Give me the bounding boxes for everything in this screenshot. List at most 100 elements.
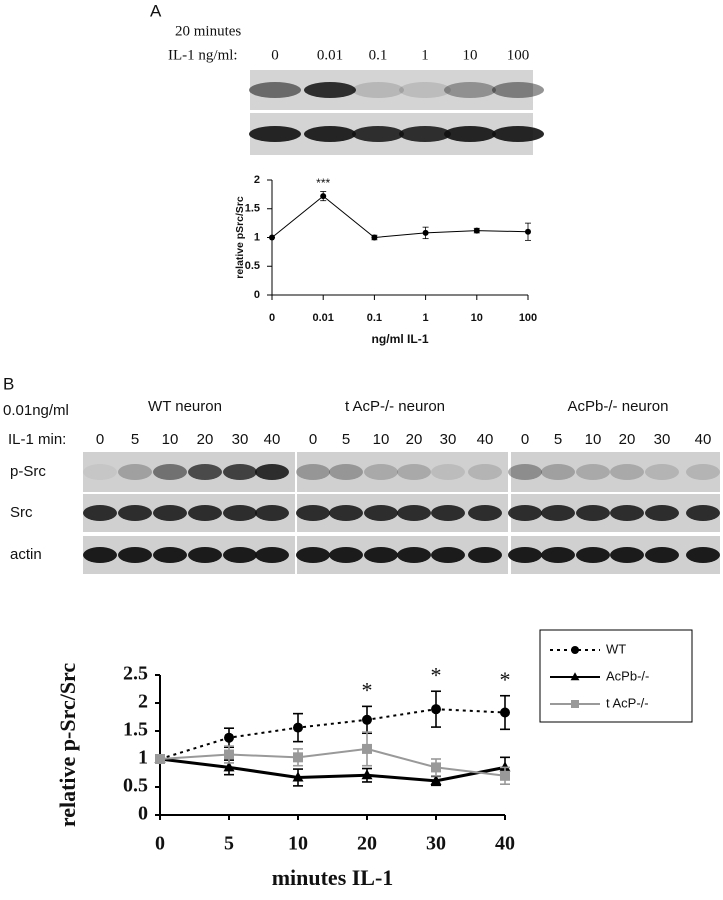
time: 5 [342, 431, 350, 448]
marker [320, 193, 327, 200]
blot-band [296, 464, 330, 480]
blot-band [188, 505, 222, 521]
y-axis-label: relative p-Src/Src [55, 663, 80, 828]
marker [571, 700, 579, 708]
y-tick-label: 2 [138, 691, 148, 713]
marker [500, 707, 510, 718]
blot-band [468, 505, 502, 521]
time: 20 [197, 431, 214, 448]
marker [269, 234, 275, 241]
annotation: * [362, 677, 373, 702]
blot-band [645, 547, 679, 563]
blot-band [541, 464, 575, 480]
blot-band [329, 464, 363, 480]
time: 5 [131, 431, 139, 448]
marker [422, 229, 429, 236]
blot-band [352, 126, 404, 142]
time: 10 [162, 431, 179, 448]
blot-band [645, 505, 679, 521]
group-label: t AcP-/- neuron [345, 398, 445, 415]
marker [571, 646, 579, 654]
marker [362, 714, 372, 725]
blot-band [397, 547, 431, 563]
blot-band [223, 547, 257, 563]
blot-band [686, 505, 720, 521]
x-tick-label: 30 [426, 833, 446, 855]
time: 30 [232, 431, 249, 448]
time: 20 [406, 431, 423, 448]
x-tick-label: 0.01 [312, 312, 333, 324]
marker [430, 774, 442, 785]
blot-band [444, 126, 496, 142]
legend-label: WT [606, 641, 626, 656]
blot-band [153, 505, 187, 521]
marker [431, 704, 441, 715]
blot-band [304, 82, 356, 98]
marker [293, 722, 303, 733]
blot-strip [297, 452, 508, 492]
marker [292, 771, 304, 782]
blot-band [223, 464, 257, 480]
blot-band [118, 505, 152, 521]
row-label: Src [10, 504, 33, 521]
blot-band [249, 126, 301, 142]
dose: 10 [463, 47, 478, 63]
series-line [159, 708, 506, 760]
x-tick-label: 5 [224, 833, 234, 855]
x-tick-label: 0 [155, 833, 165, 855]
marker [223, 761, 235, 772]
y-tick-label: 0.5 [123, 775, 148, 797]
blot-band [329, 505, 363, 521]
dose: 0.01 [317, 47, 343, 63]
marker [499, 761, 511, 772]
blot-band [686, 547, 720, 563]
marker [293, 752, 303, 763]
blot-band [399, 82, 451, 98]
blot-band [541, 505, 575, 521]
blot-band [83, 464, 117, 480]
blot-band [153, 464, 187, 480]
time: 5 [554, 431, 562, 448]
blot-band [431, 464, 465, 480]
blot-band [118, 547, 152, 563]
blot-band [576, 505, 610, 521]
blot-band [492, 82, 544, 98]
row-label: actin [10, 546, 42, 563]
y-tick-label: 0.5 [245, 260, 260, 272]
blot-band [296, 547, 330, 563]
blot-band [188, 547, 222, 563]
legend-label: t AcP-/- [606, 695, 649, 710]
dose: 0 [271, 47, 279, 63]
blot-band [83, 547, 117, 563]
x-tick-label: 100 [519, 312, 537, 324]
y-tick-label: 1 [254, 231, 260, 243]
blot-band [364, 505, 398, 521]
blot-band [397, 464, 431, 480]
x-axis-label: minutes IL-1 [272, 865, 394, 890]
annotation: * [500, 667, 511, 692]
blot-time: 20 minutes [175, 23, 241, 39]
x-tick-label: 0 [269, 312, 275, 324]
blot-band [249, 82, 301, 98]
time: 40 [264, 431, 281, 448]
time: 30 [440, 431, 457, 448]
panel-label: B [3, 374, 14, 393]
time: 0 [521, 431, 529, 448]
marker [525, 228, 531, 235]
time-label: IL-1 min: [8, 431, 66, 448]
blot-band [508, 464, 542, 480]
series-line [271, 195, 529, 239]
x-tick-label: 40 [495, 833, 515, 855]
x-tick-label: 20 [357, 833, 377, 855]
blot-band [223, 505, 257, 521]
blot-band [397, 505, 431, 521]
marker [224, 749, 234, 760]
y-tick-label: 1.5 [245, 203, 260, 215]
time: 20 [619, 431, 636, 448]
blot-band [153, 547, 187, 563]
marker [500, 770, 510, 781]
blot-band [508, 505, 542, 521]
dose: 100 [507, 47, 530, 63]
blot-band [188, 464, 222, 480]
